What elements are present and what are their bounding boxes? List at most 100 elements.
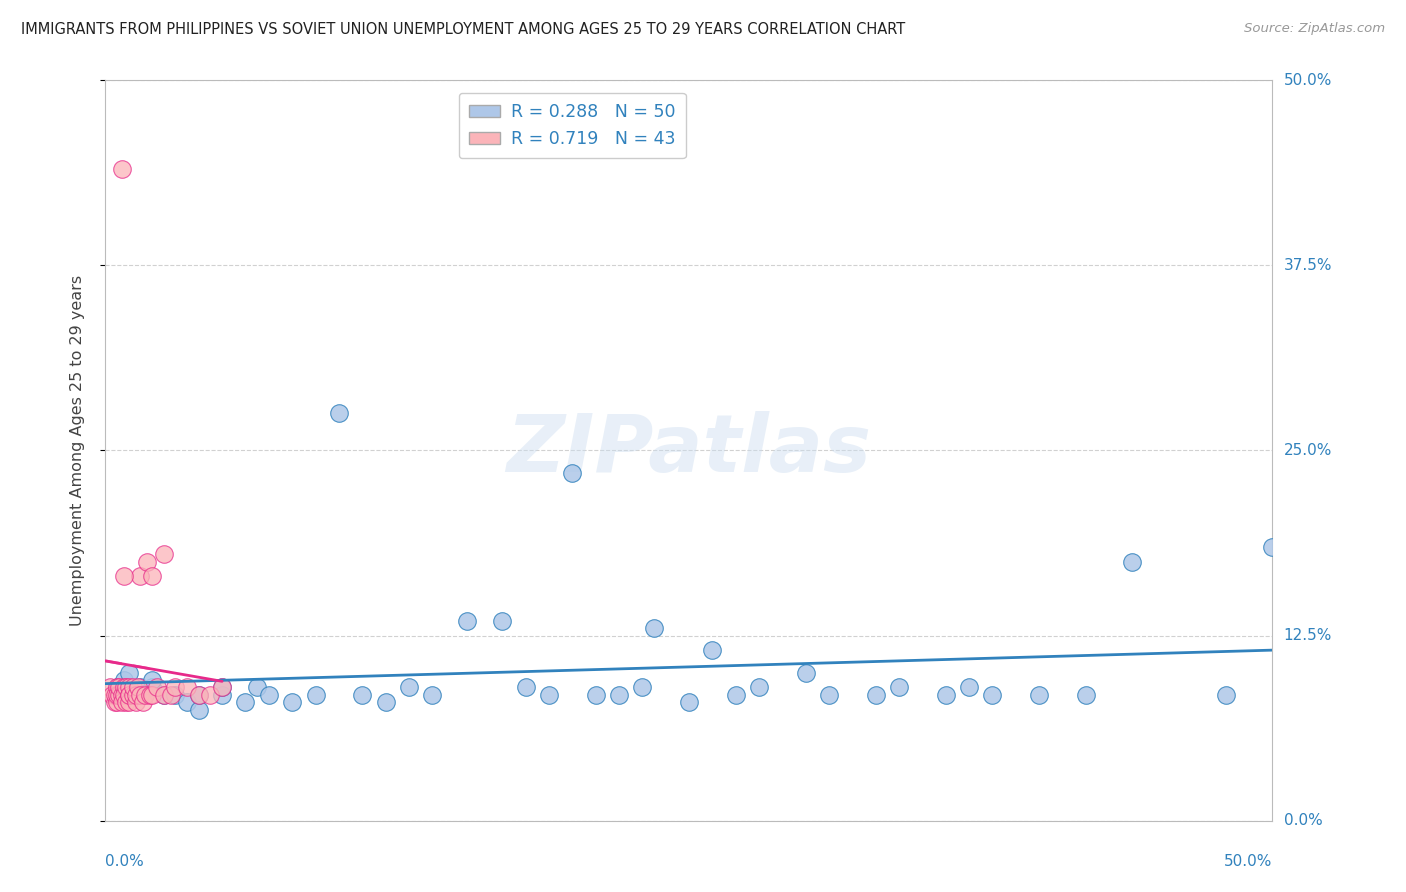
Point	[200, 688, 222, 702]
Point	[304, 688, 326, 702]
Point	[374, 695, 396, 709]
Text: Source: ZipAtlas.com: Source: ZipAtlas.com	[1244, 22, 1385, 36]
Point	[165, 688, 187, 702]
Point	[187, 703, 209, 717]
Point	[108, 688, 131, 702]
Point	[136, 555, 159, 569]
Point	[153, 688, 174, 702]
Y-axis label: Unemployment Among Ages 25 to 29 years: Unemployment Among Ages 25 to 29 years	[70, 275, 84, 626]
Point	[112, 673, 135, 687]
Point	[115, 681, 138, 695]
Point	[134, 688, 156, 702]
Point	[352, 688, 374, 702]
Text: IMMIGRANTS FROM PHILIPPINES VS SOVIET UNION UNEMPLOYMENT AMONG AGES 25 TO 29 YEA: IMMIGRANTS FROM PHILIPPINES VS SOVIET UN…	[21, 22, 905, 37]
Point	[643, 621, 665, 635]
Point	[118, 665, 141, 680]
Point	[146, 681, 169, 695]
Legend: R = 0.288   N = 50, R = 0.719   N = 43: R = 0.288 N = 50, R = 0.719 N = 43	[458, 93, 686, 158]
Point	[141, 688, 163, 702]
Point	[139, 688, 162, 702]
Point	[141, 681, 163, 695]
Point	[957, 681, 980, 695]
Point	[281, 695, 304, 709]
Point	[118, 688, 141, 702]
Point	[211, 681, 233, 695]
Point	[420, 688, 443, 702]
Point	[818, 688, 841, 702]
Point	[104, 688, 127, 702]
Point	[105, 681, 128, 695]
Point	[561, 466, 583, 480]
Point	[132, 695, 155, 709]
Point	[187, 688, 209, 702]
Point	[176, 695, 198, 709]
Point	[153, 547, 174, 561]
Point	[118, 681, 141, 695]
Point	[104, 695, 127, 709]
Point	[141, 569, 163, 583]
Point	[724, 688, 747, 702]
Point	[112, 681, 135, 695]
Point	[129, 688, 152, 702]
Point	[607, 688, 630, 702]
Point	[112, 688, 135, 702]
Point	[141, 673, 163, 687]
Point	[111, 688, 134, 702]
Point	[129, 688, 152, 702]
Point	[111, 162, 134, 177]
Point	[122, 688, 145, 702]
Text: 12.5%: 12.5%	[1284, 628, 1331, 643]
Point	[748, 681, 770, 695]
Point	[456, 614, 478, 628]
Point	[129, 681, 152, 695]
Point	[211, 681, 233, 695]
Point	[115, 695, 138, 709]
Text: 37.5%: 37.5%	[1284, 258, 1331, 273]
Point	[108, 681, 131, 695]
Point	[118, 688, 141, 702]
Point	[702, 643, 724, 657]
Point	[257, 688, 280, 702]
Point	[176, 681, 198, 695]
Point	[794, 665, 817, 680]
Point	[153, 688, 174, 702]
Point	[211, 688, 233, 702]
Text: 0.0%: 0.0%	[1284, 814, 1322, 828]
Point	[515, 681, 537, 695]
Point	[105, 688, 128, 702]
Point	[631, 681, 654, 695]
Text: ZIPatlas: ZIPatlas	[506, 411, 872, 490]
Point	[865, 688, 887, 702]
Point	[935, 688, 957, 702]
Point	[328, 407, 350, 421]
Point	[678, 695, 700, 709]
Point	[118, 695, 141, 709]
Text: 25.0%: 25.0%	[1284, 443, 1331, 458]
Point	[981, 688, 1004, 702]
Point	[585, 688, 607, 702]
Point	[125, 695, 148, 709]
Point	[1121, 555, 1143, 569]
Point	[887, 681, 910, 695]
Point	[105, 681, 128, 695]
Point	[1074, 688, 1097, 702]
Point	[129, 569, 152, 583]
Point	[537, 688, 560, 702]
Point	[125, 688, 148, 702]
Point	[118, 688, 141, 702]
Point	[101, 688, 124, 702]
Point	[398, 681, 420, 695]
Point	[98, 681, 121, 695]
Text: 50.0%: 50.0%	[1225, 854, 1272, 869]
Point	[122, 681, 145, 695]
Point	[105, 695, 128, 709]
Point	[127, 681, 149, 695]
Point	[246, 681, 269, 695]
Point	[1261, 540, 1284, 554]
Point	[112, 569, 135, 583]
Point	[111, 695, 134, 709]
Point	[1215, 688, 1237, 702]
Text: 0.0%: 0.0%	[105, 854, 145, 869]
Text: 50.0%: 50.0%	[1284, 73, 1331, 87]
Point	[159, 688, 181, 702]
